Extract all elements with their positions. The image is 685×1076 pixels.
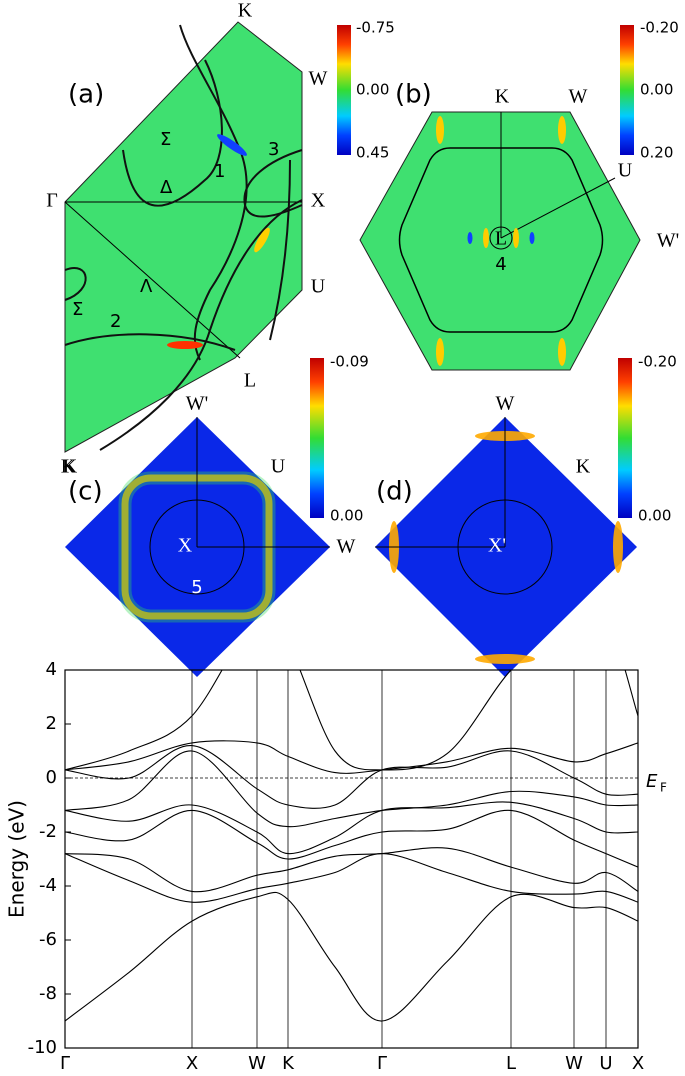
bands — [65, 670, 638, 1022]
point-label: W' — [657, 230, 679, 252]
panel-a: (a) K W X U L Γ K Σ Δ Λ Σ 1 2 3 -0.75 0.… — [46, 0, 395, 478]
colorbar-label: -0.09 — [330, 353, 369, 371]
point-label: U — [271, 456, 286, 478]
x-tick-label: W — [248, 1053, 266, 1074]
band — [65, 853, 638, 903]
colorbar — [620, 25, 634, 155]
point-label: K — [63, 456, 78, 478]
point-label: X — [178, 535, 193, 557]
pocket-label: 5 — [191, 577, 202, 598]
plot-frame — [64, 669, 639, 1049]
colorbar — [618, 358, 632, 518]
point-label: W' — [186, 393, 208, 415]
point-label: U — [311, 276, 326, 298]
colorbar-label: 0.00 — [640, 81, 673, 99]
band — [65, 891, 638, 1022]
colorbar-label: 0.45 — [356, 144, 389, 162]
y-axis-title: Energy (eV) — [5, 800, 29, 918]
x-tick-label: U — [599, 1053, 612, 1074]
x-tick-label: K — [282, 1053, 295, 1074]
pocket-label: 1 — [214, 161, 225, 182]
colorbar-label: -0.75 — [356, 19, 395, 37]
point-label: K — [238, 0, 253, 22]
colorbar-label: 0.20 — [640, 144, 673, 162]
band — [65, 847, 638, 893]
point-label: K — [495, 86, 510, 108]
colorbar — [337, 25, 351, 155]
y-tick-label: -10 — [28, 1037, 57, 1058]
x-tick-label: X — [186, 1053, 198, 1074]
y-tick-label: -2 — [39, 821, 57, 842]
fermi-label: E — [646, 771, 658, 792]
point-label: X' — [488, 535, 506, 557]
colorbar-label: 0.00 — [356, 81, 389, 99]
colorbar-label: 0.00 — [330, 507, 363, 525]
x-tick-label: W — [565, 1053, 583, 1074]
panel-b: (b) K W U W' L 4 -0.20 0.00 0.20 — [359, 19, 679, 371]
panel-d: (d) W K X' -0.20 0.00 — [375, 353, 677, 677]
colorbar-label: 0.00 — [638, 507, 671, 525]
point-label: W — [496, 393, 515, 415]
region-label: Δ — [160, 177, 173, 198]
x-tick-label: Γ — [377, 1053, 387, 1074]
y-tick-label: 2 — [46, 713, 57, 734]
colorbar — [310, 358, 324, 518]
y-tick-label: 4 — [46, 659, 57, 680]
panel-c: (c) W' K U W X 5 -0.09 0.00 — [61, 353, 369, 677]
y-tick-label: -6 — [39, 929, 57, 950]
y-tick-label: -4 — [39, 875, 57, 896]
colorbar-label: -0.20 — [638, 353, 677, 371]
point-label: K — [61, 456, 76, 478]
y-tick-label: 0 — [46, 767, 57, 788]
x-tick-label: X — [632, 1053, 644, 1074]
point-label: W — [569, 86, 588, 108]
region-label: Σ — [160, 129, 171, 150]
panel-label: (d) — [376, 477, 413, 507]
band — [65, 740, 638, 774]
pocket-label: 3 — [268, 139, 279, 160]
pocket-label: 2 — [110, 311, 121, 332]
point-label: W — [337, 536, 356, 558]
point-label: L — [244, 370, 256, 392]
panel-label: (a) — [68, 80, 104, 110]
colorbar-label: -0.20 — [640, 19, 679, 37]
point-label: Γ — [46, 190, 58, 212]
point-label: L — [495, 228, 507, 250]
panel-label: (b) — [395, 80, 432, 110]
band — [65, 809, 638, 868]
point-label: X — [311, 190, 326, 212]
x-tick-label: L — [506, 1053, 516, 1074]
point-label: W — [309, 68, 328, 90]
region-label: Σ — [72, 299, 83, 320]
region-label: Λ — [140, 276, 153, 297]
point-label: K — [576, 456, 591, 478]
panel-label: (c) — [68, 477, 103, 507]
x-tick-label: Γ — [60, 1053, 70, 1074]
pocket-label: 4 — [495, 254, 506, 275]
point-label: U — [618, 160, 633, 182]
y-tick-label: -8 — [39, 983, 57, 1004]
fermi-subscript: F — [660, 781, 667, 795]
